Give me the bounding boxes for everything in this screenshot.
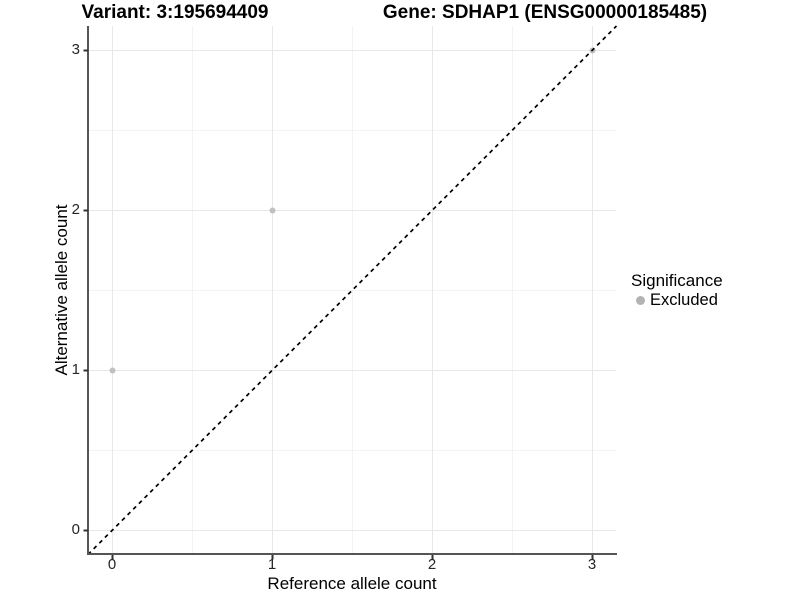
y-tick-label-2: 2 <box>71 201 80 218</box>
y-tick-label-1: 1 <box>71 361 80 378</box>
x-tick-label-0: 0 <box>107 556 117 573</box>
minor-gridlines <box>88 26 616 554</box>
x-tick-label-3: 3 <box>587 556 597 573</box>
legend-title: Significance <box>631 271 723 290</box>
variant-title: Variant: 3:195694409 <box>81 2 269 23</box>
data-point <box>269 207 276 214</box>
legend-item-label: Excluded <box>650 291 718 309</box>
x-tick-label-2: 2 <box>427 556 437 573</box>
axis-tick-marks <box>83 49 594 560</box>
legend-key-dot-icon <box>636 295 645 305</box>
y-axis-title: Alternative allele count <box>52 204 71 376</box>
legend: Significance Excluded <box>631 271 723 309</box>
major-gridlines <box>88 26 616 554</box>
x-tick-label-1: 1 <box>267 556 277 573</box>
gene-title: Gene: SDHAP1 (ENSG00000185485) <box>382 2 708 23</box>
data-point <box>109 367 116 374</box>
x-axis-title: Reference allele count <box>267 574 437 593</box>
y-tick-label-0: 0 <box>71 521 80 538</box>
y-tick-label-3: 3 <box>71 41 80 58</box>
axis-lines <box>87 26 617 555</box>
legend-item-excluded: Excluded <box>631 291 723 309</box>
